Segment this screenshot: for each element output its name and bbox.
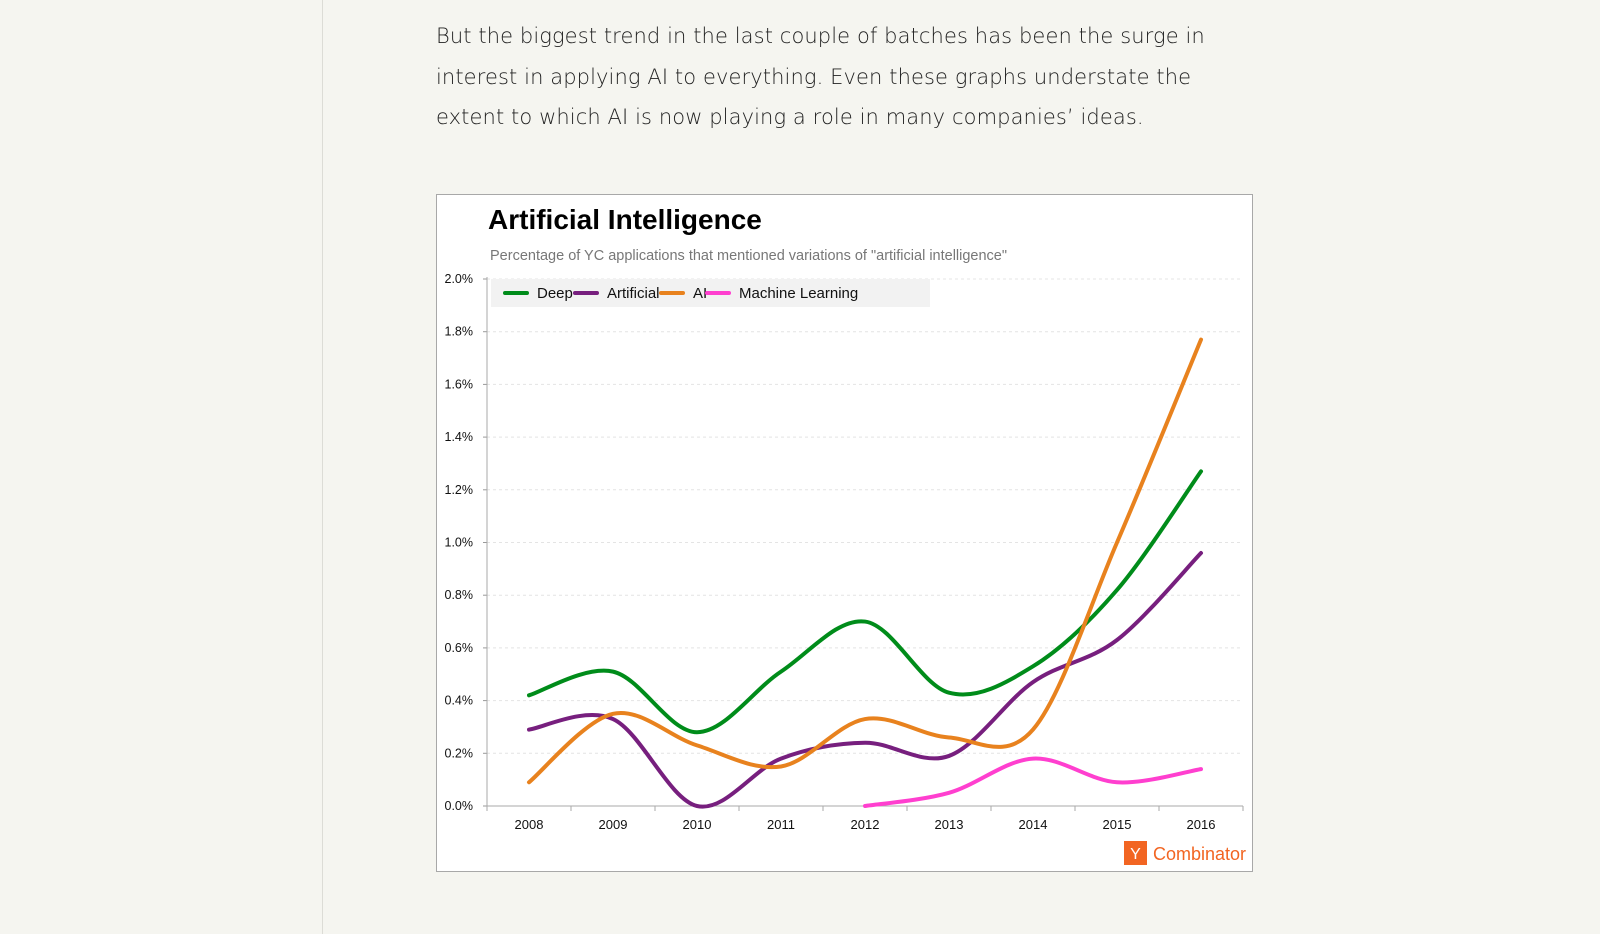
chart-subtitle: Percentage of YC applications that menti… [490, 248, 1007, 264]
x-tick-label: 2016 [1187, 817, 1216, 832]
x-tick-label: 2008 [515, 817, 544, 832]
x-tick-label: 2013 [935, 817, 964, 832]
y-tick-label: 0.6% [445, 641, 474, 655]
legend-label: Machine Learning [739, 285, 858, 302]
series-line-ai [527, 337, 1203, 785]
y-tick-label: 1.0% [445, 536, 474, 550]
legend-label: Deep [537, 285, 573, 302]
yc-logo-text: Combinator [1153, 844, 1246, 864]
y-tick-label: 0.8% [445, 588, 474, 602]
y-tick-label: 0.4% [445, 694, 474, 708]
y-tick-label: 1.8% [445, 325, 474, 339]
chart-title: Artificial Intelligence [488, 204, 762, 235]
legend-label: Artificial [607, 285, 660, 302]
x-tick-label: 2010 [683, 817, 712, 832]
page-divider [322, 0, 323, 934]
x-tick-label: 2009 [599, 817, 628, 832]
yc-logo-letter: Y [1130, 846, 1141, 863]
y-tick-label: 0.0% [445, 799, 474, 813]
series-line-deep [527, 469, 1203, 735]
chart-figure: Artificial Intelligence Percentage of YC … [436, 194, 1253, 872]
series-line-machine-learning [863, 756, 1203, 808]
series-line-artificial [527, 551, 1203, 809]
x-tick-label: 2015 [1103, 817, 1132, 832]
y-tick-label: 2.0% [445, 272, 474, 286]
legend-label: AI [693, 285, 707, 302]
x-tick-label: 2011 [767, 817, 795, 832]
y-tick-label: 1.4% [445, 430, 474, 444]
y-tick-label: 1.2% [445, 483, 474, 497]
x-tick-label: 2012 [851, 817, 880, 832]
yc-logo-mark [1124, 841, 1147, 865]
article-paragraph: But the biggest trend in the last couple… [436, 24, 1205, 129]
y-tick-label: 1.6% [445, 377, 474, 391]
y-tick-label: 0.2% [445, 746, 474, 760]
line-chart: Artificial Intelligence Percentage of YC … [445, 204, 1246, 865]
x-tick-label: 2014 [1019, 817, 1048, 832]
